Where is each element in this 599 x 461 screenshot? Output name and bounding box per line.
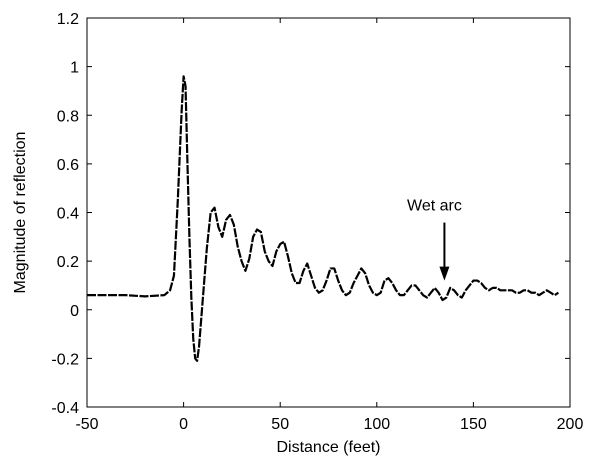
y-axis-label: Magnitude of reflection <box>12 132 29 294</box>
annotation-arrow-head <box>439 266 450 281</box>
x-tick-label: 50 <box>271 416 289 433</box>
y-tick-label: 0.8 <box>57 108 79 125</box>
y-tick-label: -0.2 <box>51 351 79 368</box>
x-axis-label: Distance (feet) <box>276 439 380 456</box>
y-tick-label: 0.4 <box>57 206 79 223</box>
y-tick-label: 0.2 <box>57 254 79 271</box>
y-tick-label: 1.2 <box>57 11 79 28</box>
y-tick-label: -0.4 <box>51 400 79 417</box>
x-tick-label: -50 <box>75 416 98 433</box>
x-tick-label: 0 <box>179 416 188 433</box>
y-tick-labels: -0.4 -0.2 0 0.2 0.4 0.6 0.8 1 1.2 <box>51 11 79 417</box>
axis-ticks <box>86 17 571 408</box>
annotation-label: Wet arc <box>407 198 462 215</box>
series-line <box>87 75 559 362</box>
annotation: Wet arc <box>407 198 462 281</box>
y-tick-label: 0 <box>70 303 79 320</box>
plot-area-frame <box>86 17 571 408</box>
x-tick-label: 150 <box>460 416 487 433</box>
x-tick-labels: -50 0 50 100 150 200 <box>75 416 583 433</box>
x-tick-label: 100 <box>363 416 390 433</box>
x-tick-label: 200 <box>557 416 584 433</box>
y-tick-label: 1 <box>70 60 79 77</box>
y-tick-label: 0.6 <box>57 157 79 174</box>
